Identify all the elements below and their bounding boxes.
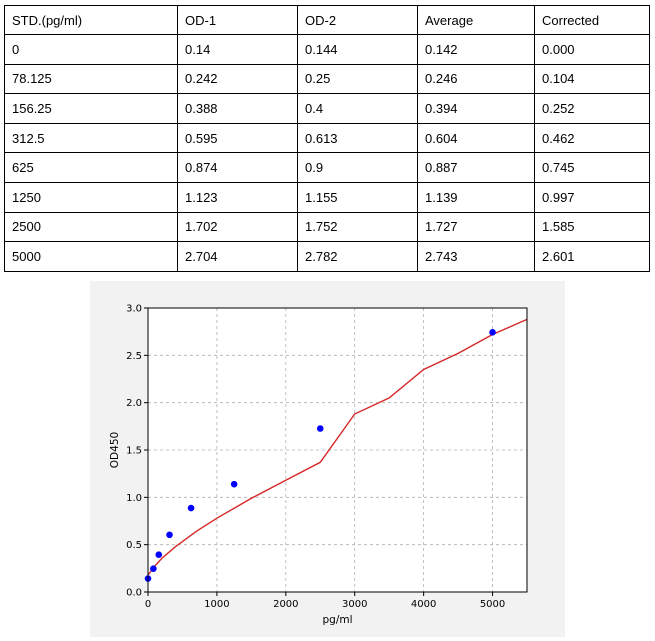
y-tick-label: 2.0 — [126, 398, 142, 409]
cell-corrected: 0.252 — [534, 93, 650, 124]
y-tick-label: 1.0 — [126, 493, 142, 504]
cell-corrected: 0.104 — [534, 63, 650, 95]
table-row: 5000 2.704 2.782 2.743 2.601 — [4, 241, 650, 272]
data-point — [489, 329, 496, 336]
cell-od2: 1.155 — [297, 181, 418, 213]
header-corrected: Corrected — [534, 5, 650, 35]
y-tick-label: 0.0 — [126, 588, 142, 599]
table-row: 0 0.14 0.144 0.142 0.000 — [4, 34, 650, 65]
x-tick-label: 5000 — [480, 599, 505, 610]
cell-std: 312.5 — [4, 122, 178, 154]
cell-average: 0.887 — [417, 152, 535, 183]
cell-corrected: 0.997 — [534, 181, 650, 213]
data-point — [155, 551, 163, 559]
cell-average: 1.727 — [417, 211, 535, 243]
cell-od2: 2.782 — [297, 241, 418, 272]
standard-curve-chart: 0 1000 2000 3000 4000 5000 0.0 0.5 1.0 1.5 2.0 2.5 3… — [90, 281, 565, 637]
cell-od1: 0.595 — [177, 122, 298, 154]
table-row: 1250 1.123 1.155 1.139 0.997 — [4, 181, 650, 213]
table-header-row: STD.(pg/ml) OD-1 OD-2 Average Corrected — [4, 5, 650, 35]
x-tick-label: 4000 — [411, 599, 436, 610]
fit-curve — [147, 318, 528, 576]
cell-std: 1250 — [4, 181, 178, 213]
plot-area — [148, 308, 527, 592]
cell-od1: 0.14 — [177, 34, 298, 65]
y-tick-label: 2.5 — [126, 351, 142, 362]
cell-od1: 0.874 — [177, 152, 298, 183]
cell-corrected: 0.462 — [534, 122, 650, 154]
cell-corrected: 1.585 — [534, 211, 650, 243]
standards-table: STD.(pg/ml) OD-1 OD-2 Average Corrected … — [4, 5, 650, 272]
y-tick-label: 3.0 — [126, 304, 142, 315]
cell-od2: 0.9 — [297, 152, 418, 183]
cell-average: 0.142 — [417, 34, 535, 65]
cell-corrected: 2.601 — [534, 241, 650, 272]
cell-od1: 2.704 — [177, 241, 298, 272]
cell-od2: 0.613 — [297, 122, 418, 154]
header-average: Average — [417, 5, 535, 35]
cell-std: 5000 — [4, 241, 178, 272]
table-row: 2500 1.702 1.752 1.727 1.585 — [4, 211, 650, 243]
data-point — [150, 565, 157, 573]
cell-std: 0 — [4, 34, 178, 65]
table-row: 156.25 0.388 0.4 0.394 0.252 — [4, 93, 650, 124]
header-od2: OD-2 — [297, 5, 418, 35]
cell-average: 0.246 — [417, 63, 535, 95]
table-row: 78.125 0.242 0.25 0.246 0.104 — [4, 63, 650, 95]
cell-average: 1.139 — [417, 181, 535, 213]
table-row: 312.5 0.595 0.613 0.604 0.462 — [4, 122, 650, 154]
header-od1: OD-1 — [177, 5, 298, 35]
x-tick-label: 3000 — [342, 599, 367, 610]
cell-average: 2.743 — [417, 241, 535, 272]
cell-corrected: 0.000 — [534, 34, 650, 65]
cell-od2: 1.752 — [297, 211, 418, 243]
cell-od1: 1.123 — [177, 181, 298, 213]
cell-std: 78.125 — [4, 63, 178, 95]
x-tick-label: 0 — [145, 599, 151, 610]
cell-od1: 1.702 — [177, 211, 298, 243]
standard-curve-plot: 0 1000 2000 3000 4000 5000 0.0 0.5 1.0 1.5 2.0 2.5 3… — [109, 304, 528, 626]
cell-od2: 0.25 — [297, 63, 418, 95]
x-axis-label: pg/ml — [322, 614, 352, 626]
data-point — [166, 531, 173, 539]
cell-od1: 0.242 — [177, 63, 298, 95]
table-row: 625 0.874 0.9 0.887 0.745 — [4, 152, 650, 183]
cell-std: 2500 — [4, 211, 178, 243]
cell-std: 625 — [4, 152, 178, 183]
y-axis-label: OD450 — [109, 432, 121, 468]
cell-od1: 0.388 — [177, 93, 298, 124]
cell-average: 0.394 — [417, 93, 535, 124]
data-point — [187, 504, 195, 512]
header-std: STD.(pg/ml) — [4, 5, 178, 35]
cell-corrected: 0.745 — [534, 152, 650, 183]
y-tick-label: 0.5 — [126, 540, 142, 551]
data-point — [316, 425, 324, 432]
x-tick-label: 2000 — [273, 599, 298, 610]
x-tick-label: 1000 — [204, 599, 229, 610]
cell-od2: 0.4 — [297, 93, 418, 124]
cell-average: 0.604 — [417, 122, 535, 154]
cell-od2: 0.144 — [297, 34, 418, 65]
cell-std: 156.25 — [4, 93, 178, 124]
data-point — [230, 480, 238, 488]
y-tick-label: 1.5 — [126, 446, 142, 457]
